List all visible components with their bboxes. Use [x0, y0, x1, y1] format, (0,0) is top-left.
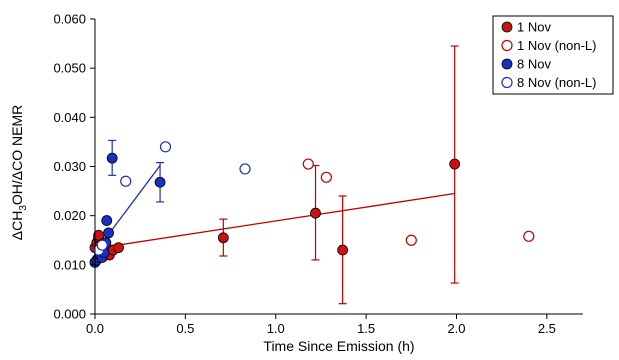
data-point-filled — [154, 176, 166, 188]
x-tick-label: 2.0 — [447, 321, 465, 336]
legend-marker — [501, 39, 513, 52]
y-tick-label: 0.010 — [53, 257, 86, 272]
legend-label: 1 Nov — [517, 20, 551, 35]
data-point-open — [523, 230, 535, 242]
legend-box — [492, 15, 614, 95]
data-point-filled — [103, 227, 114, 239]
data-point-filled — [113, 242, 124, 254]
data-point-filled — [449, 158, 461, 170]
y-tick-label: 0.060 — [53, 12, 86, 27]
y-tick-label: 0.020 — [53, 208, 86, 223]
data-point-filled — [101, 215, 113, 226]
x-tick-label: 0.5 — [176, 321, 194, 336]
y-tick-label: 0.000 — [53, 307, 86, 322]
y-tick-label: 0.040 — [53, 110, 86, 125]
trend-line — [94, 192, 455, 250]
y-tick-label: 0.030 — [53, 159, 86, 174]
data-point-filled — [310, 207, 321, 219]
data-point-open — [405, 234, 417, 246]
y-axis-title: ΔCH3OH/ΔCO NEMR — [9, 105, 29, 241]
legend: 1 Nov 1 Nov (non-L) 8 Nov 8 Nov (non-L) — [492, 15, 614, 95]
x-axis-ticks: 0.0 0.5 1.0 1.5 2.0 2.5 — [86, 314, 556, 336]
legend-label: 1 Nov (non-L) — [517, 38, 596, 53]
y-tick-label: 0.050 — [53, 61, 86, 76]
legend-marker — [501, 76, 513, 89]
y-axis-title-part: OH/ΔCO NEMR — [9, 105, 25, 205]
data-point-filled — [106, 152, 118, 164]
legend-marker — [501, 58, 513, 70]
data-point-open — [320, 171, 332, 183]
data-point-filled — [337, 244, 349, 256]
y-axis-title-subscript: 3 — [18, 205, 29, 211]
legend-marker — [501, 21, 513, 33]
x-tick-label: 0.0 — [86, 321, 104, 336]
x-axis-title: Time Since Emission (h) — [263, 338, 414, 354]
data-point-open — [96, 239, 108, 251]
x-tick-label: 1.5 — [357, 321, 375, 336]
legend-label: 8 Nov — [517, 57, 551, 72]
data-point-open — [302, 158, 314, 170]
plot-area — [89, 45, 535, 305]
y-axis-title-part: ΔCH — [9, 211, 25, 241]
x-tick-label: 1.0 — [267, 321, 285, 336]
y-axis-ticks: 0.000 0.010 0.020 0.030 0.040 0.050 0.060 — [53, 12, 95, 322]
data-point-filled — [217, 232, 229, 244]
x-tick-label: 2.5 — [538, 321, 556, 336]
data-point-open — [120, 175, 132, 187]
data-point-open — [239, 163, 251, 175]
data-point-open — [159, 141, 172, 153]
legend-label: 8 Nov (non-L) — [517, 75, 596, 90]
